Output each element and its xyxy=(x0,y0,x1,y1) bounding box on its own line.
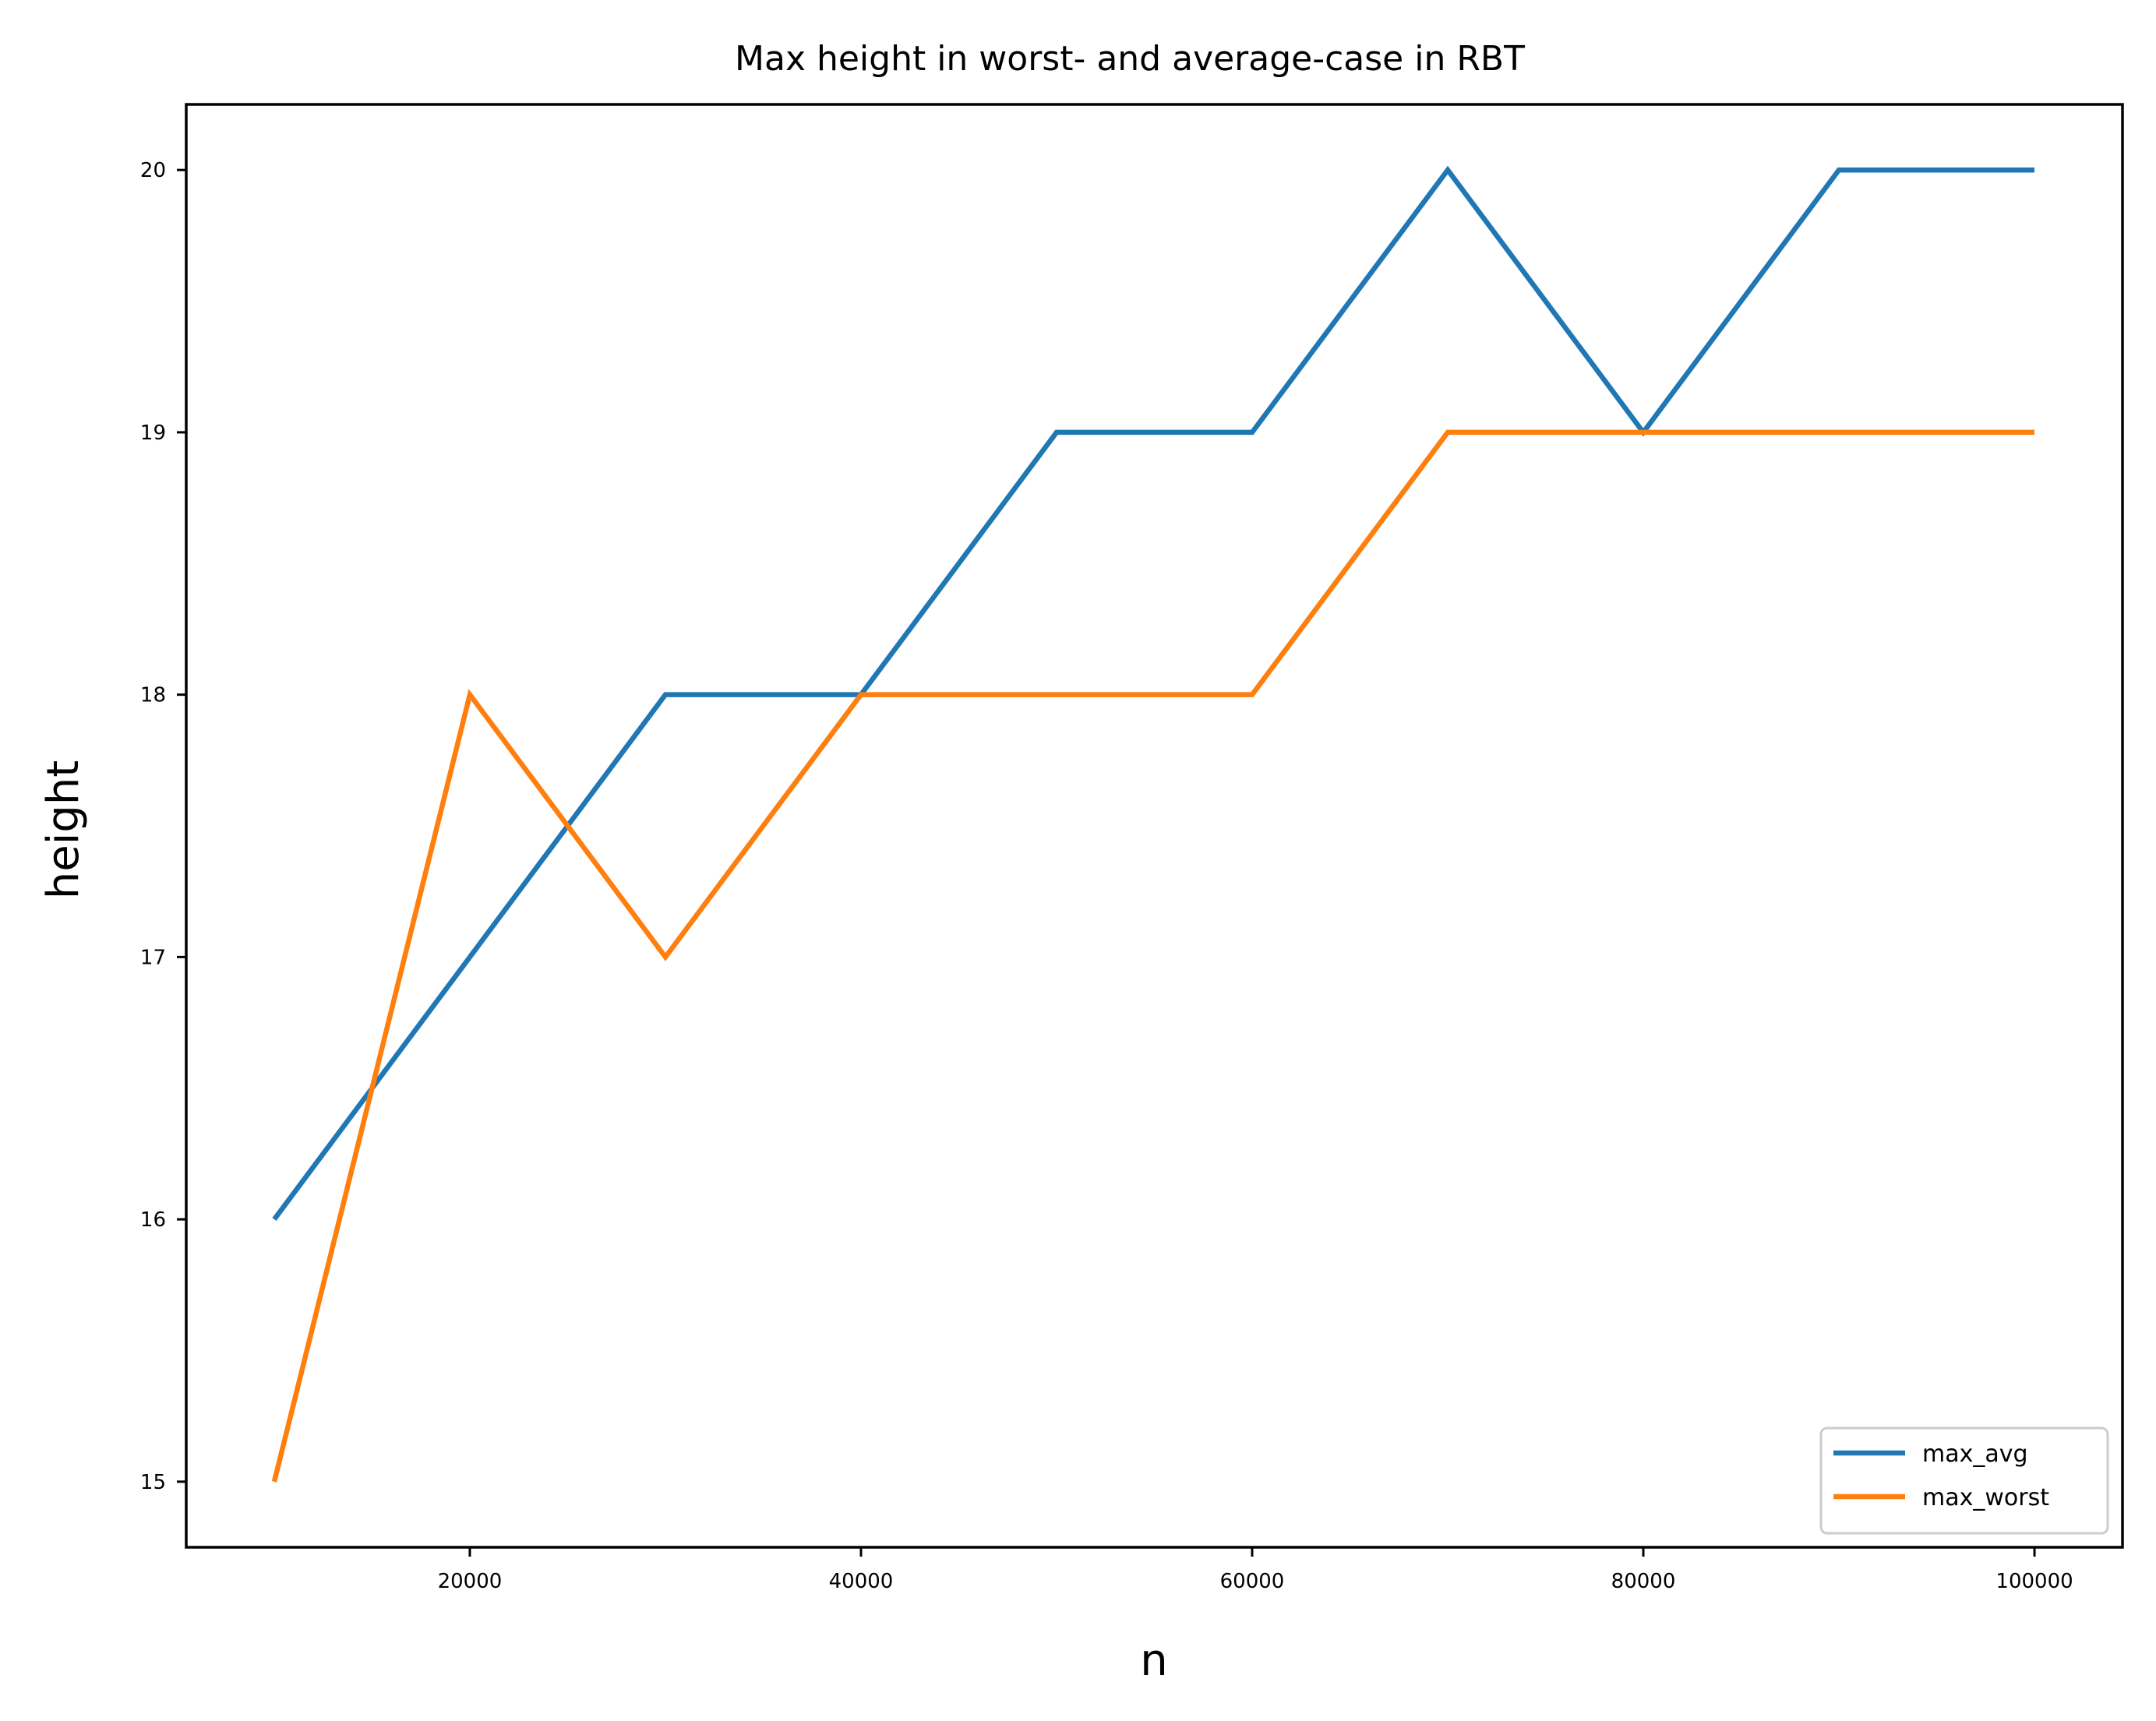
legend: max_avg max_worst xyxy=(1819,1427,2109,1535)
x-tick-label: 40000 xyxy=(829,1570,894,1593)
legend-label: max_avg xyxy=(1922,1441,2028,1468)
x-tick-label: 20000 xyxy=(438,1570,503,1593)
y-tick-label: 17 xyxy=(140,946,166,969)
series-lines xyxy=(271,165,2034,1483)
legend-label: max_worst xyxy=(1922,1484,2049,1511)
y-tick-label: 15 xyxy=(140,1471,166,1494)
y-axis-ticks: 15 16 17 18 19 20 xyxy=(140,159,186,1494)
x-tick-label: 100000 xyxy=(1995,1570,2073,1593)
y-tick-label: 18 xyxy=(140,684,166,707)
chart-title: Max height in worst- and average-case in… xyxy=(735,39,1525,79)
y-axis-label: height xyxy=(38,760,89,900)
x-tick-label: 80000 xyxy=(1611,1570,1676,1593)
y-tick-label: 16 xyxy=(140,1208,166,1232)
y-tick-label: 20 xyxy=(140,159,166,182)
series-line-max-worst xyxy=(271,429,2034,1483)
y-tick-label: 19 xyxy=(140,421,166,445)
x-tick-label: 60000 xyxy=(1220,1570,1285,1593)
x-axis-label: n xyxy=(1140,1635,1168,1686)
plot-area xyxy=(185,103,2124,1549)
x-axis-ticks: 20000 40000 60000 80000 100000 xyxy=(438,1547,2073,1593)
